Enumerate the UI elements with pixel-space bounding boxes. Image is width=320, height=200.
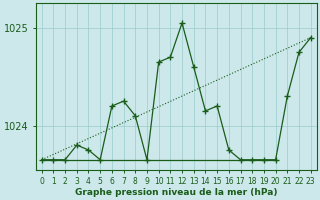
X-axis label: Graphe pression niveau de la mer (hPa): Graphe pression niveau de la mer (hPa) <box>75 188 277 197</box>
